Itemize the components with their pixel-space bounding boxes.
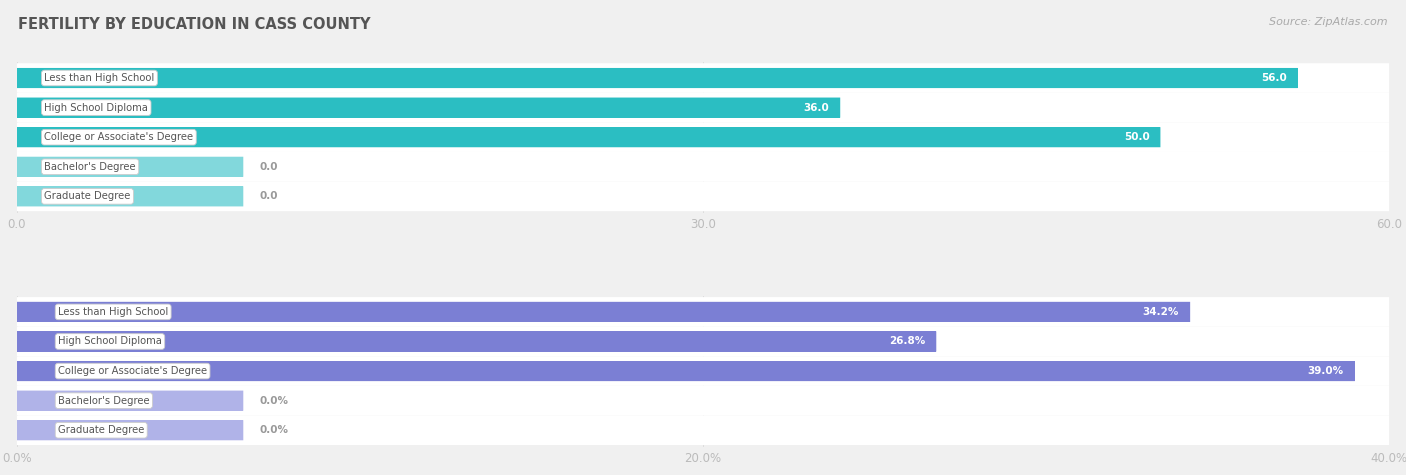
- Bar: [17, 127, 1160, 147]
- Text: 0.0: 0.0: [260, 162, 278, 172]
- Text: 56.0: 56.0: [1261, 73, 1286, 83]
- Text: 50.0: 50.0: [1123, 132, 1150, 142]
- Text: Source: ZipAtlas.com: Source: ZipAtlas.com: [1270, 17, 1388, 27]
- Text: High School Diploma: High School Diploma: [58, 336, 162, 346]
- Text: 0.0%: 0.0%: [260, 425, 288, 435]
- Text: 0.0%: 0.0%: [260, 396, 288, 406]
- Text: FERTILITY BY EDUCATION IN CASS COUNTY: FERTILITY BY EDUCATION IN CASS COUNTY: [18, 17, 371, 32]
- FancyBboxPatch shape: [17, 416, 1389, 445]
- FancyBboxPatch shape: [17, 332, 936, 352]
- Text: Bachelor's Degree: Bachelor's Degree: [58, 396, 149, 406]
- FancyBboxPatch shape: [17, 127, 1160, 147]
- Bar: [17, 332, 936, 352]
- FancyBboxPatch shape: [17, 420, 243, 440]
- FancyBboxPatch shape: [17, 186, 243, 207]
- Text: Graduate Degree: Graduate Degree: [45, 191, 131, 201]
- Bar: [17, 302, 1189, 322]
- FancyBboxPatch shape: [17, 297, 1389, 327]
- FancyBboxPatch shape: [17, 390, 243, 411]
- Text: 26.8%: 26.8%: [889, 336, 925, 346]
- FancyBboxPatch shape: [17, 181, 1389, 211]
- Text: Graduate Degree: Graduate Degree: [58, 425, 145, 435]
- Bar: [17, 97, 841, 118]
- FancyBboxPatch shape: [17, 123, 1389, 152]
- Bar: [17, 390, 243, 411]
- Text: 0.0: 0.0: [260, 191, 278, 201]
- FancyBboxPatch shape: [17, 386, 1389, 416]
- Bar: [17, 420, 243, 440]
- Bar: [17, 157, 243, 177]
- FancyBboxPatch shape: [17, 157, 243, 177]
- FancyBboxPatch shape: [17, 327, 1389, 356]
- Text: Less than High School: Less than High School: [58, 307, 169, 317]
- Bar: [17, 68, 1298, 88]
- Text: 34.2%: 34.2%: [1143, 307, 1180, 317]
- FancyBboxPatch shape: [17, 302, 1189, 322]
- Text: High School Diploma: High School Diploma: [45, 103, 148, 113]
- Text: College or Associate's Degree: College or Associate's Degree: [58, 366, 207, 376]
- FancyBboxPatch shape: [17, 68, 1298, 88]
- Bar: [17, 361, 1355, 381]
- Text: College or Associate's Degree: College or Associate's Degree: [45, 132, 194, 142]
- Bar: [17, 186, 243, 207]
- FancyBboxPatch shape: [17, 356, 1389, 386]
- FancyBboxPatch shape: [17, 152, 1389, 181]
- Text: Less than High School: Less than High School: [45, 73, 155, 83]
- Text: 36.0: 36.0: [803, 103, 830, 113]
- FancyBboxPatch shape: [17, 97, 841, 118]
- Text: 39.0%: 39.0%: [1308, 366, 1344, 376]
- Text: Bachelor's Degree: Bachelor's Degree: [45, 162, 136, 172]
- FancyBboxPatch shape: [17, 63, 1389, 93]
- FancyBboxPatch shape: [17, 361, 1355, 381]
- FancyBboxPatch shape: [17, 93, 1389, 123]
